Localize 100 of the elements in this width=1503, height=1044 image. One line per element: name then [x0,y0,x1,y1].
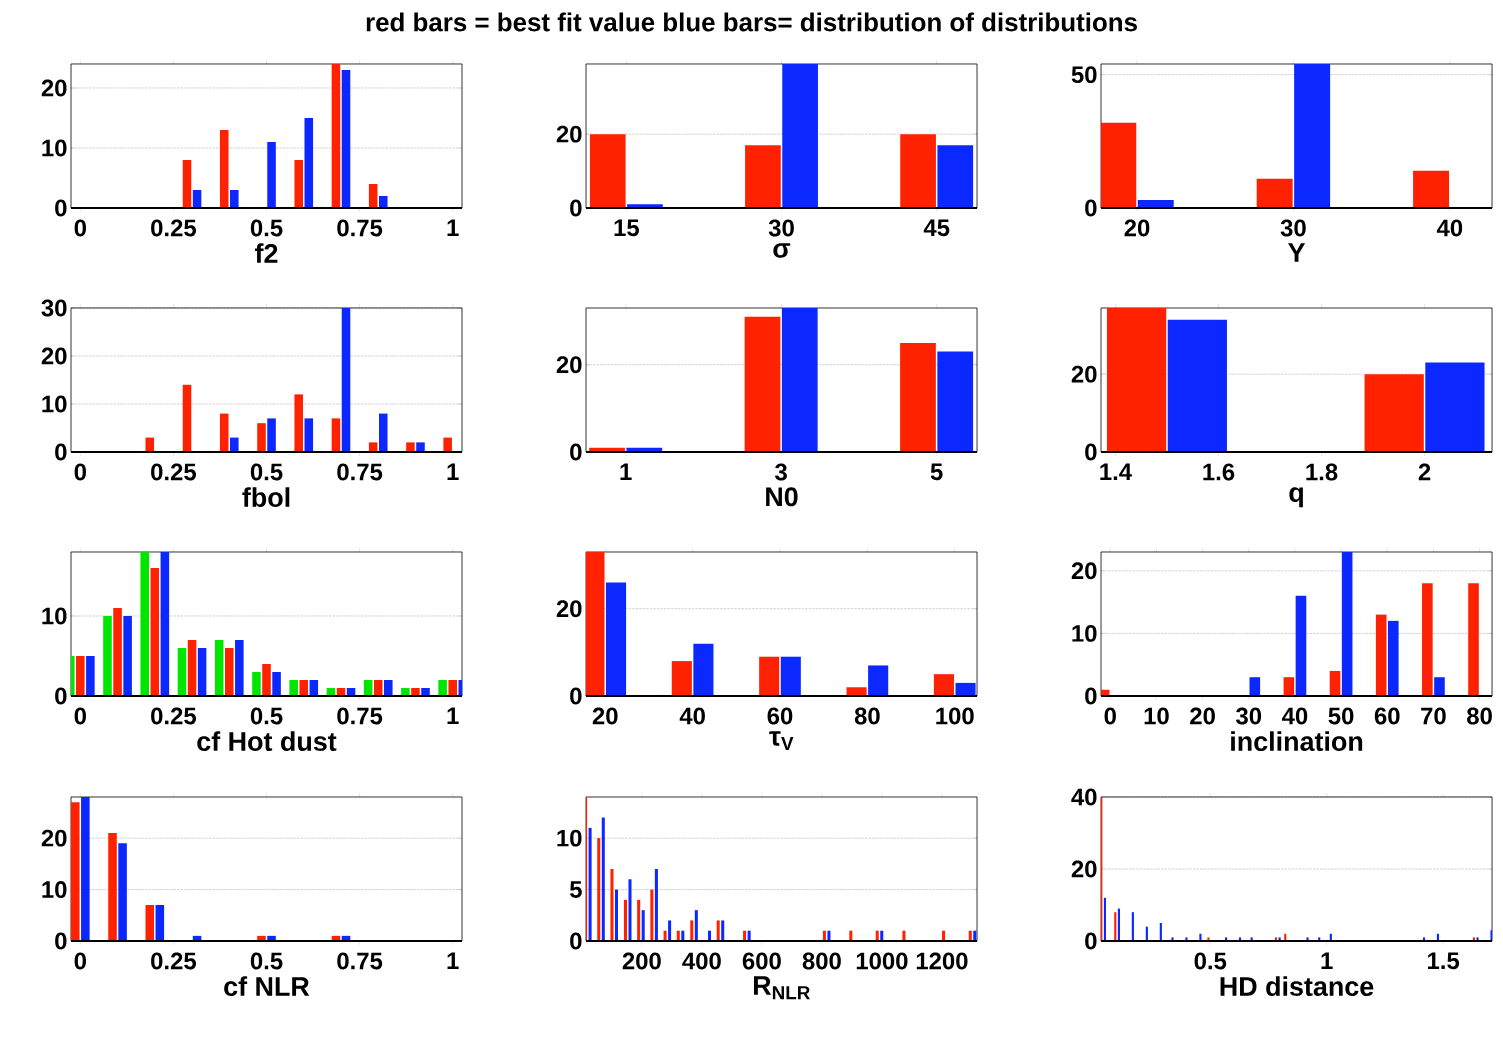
y-tick-label: 0 [55,443,67,461]
bar [694,910,698,941]
bar [1341,551,1353,696]
bar [118,843,127,941]
y-tick-label: 10 [42,881,67,899]
bar [299,679,309,696]
x-tick-label: 1.4 [1100,463,1132,480]
x-tick-label: 1 [447,463,459,480]
y-tick-label: 20 [41,79,67,97]
bar [637,899,641,941]
x-tick-label: 60 [1374,707,1400,725]
bar [177,647,187,696]
bar [1106,307,1167,452]
x-axis-title: cf NLR [224,976,310,997]
bar [406,442,415,452]
x-tick-label: 100 [936,707,974,725]
bar [304,418,314,452]
bar [1375,614,1387,696]
bar [378,413,388,452]
y-tick-label: 0 [1085,932,1097,950]
x-tick-label: 0.25 [151,952,196,970]
x-tick-label: 0.75 [337,952,383,970]
bar [668,920,672,941]
y-tick-label: 20 [556,125,582,143]
bar [262,663,271,696]
bar [780,656,801,696]
bar [384,679,393,696]
bar [1167,319,1227,452]
x-tick-label: 5 [930,463,943,481]
bar [586,797,588,941]
bar [1294,63,1331,208]
bar [1256,178,1293,208]
bar [224,647,234,696]
x-axis-title: τ$_{V}$ [769,731,794,750]
bar [155,905,165,941]
x-axis-title: inclination [1231,731,1363,752]
x-tick-label: 1 [447,219,459,236]
bar [421,687,430,696]
bar [1422,583,1433,696]
bar [650,889,654,941]
y-tick-label: 5 [569,881,582,898]
bar [416,442,425,452]
y-tick-label: 20 [41,829,67,847]
bar [671,661,692,696]
bar [182,159,192,208]
x-tick-label: 60 [767,707,793,725]
bar [1306,937,1309,941]
bar [123,615,132,696]
bar [846,687,867,696]
bar [272,671,281,696]
x-tick-label: 1 [620,463,632,480]
x-tick-label: 1 [447,952,459,969]
bar [1490,930,1493,941]
bar [438,679,447,696]
bar [586,551,605,696]
x-axis-title: N0 [766,487,798,507]
bar [113,607,122,696]
bar [304,117,314,208]
bar [145,437,155,452]
bar [955,682,976,696]
x-tick-label: 10 [1144,707,1169,725]
bar [1131,912,1134,941]
bar [267,141,276,208]
bar [721,920,725,941]
bar [294,159,303,208]
bar [933,674,954,696]
y-tick-label: 0 [1085,199,1097,217]
x-tick-label: 20 [1190,707,1215,725]
bar [1434,677,1445,696]
x-tick-label: 0.75 [337,219,383,237]
x-tick-label: 1200 [916,952,968,970]
bar [289,679,298,696]
x-axis-title: R$_{NLR}$ [754,976,810,1000]
x-tick-label: 1.8 [1306,463,1338,481]
bar [781,307,818,452]
x-tick-label: 0.75 [337,707,383,725]
bar [81,797,90,941]
bar [219,129,229,208]
bar [331,418,341,452]
bar [1364,374,1424,452]
bar [1283,677,1295,696]
bar [610,869,614,941]
x-tick-label: 40 [1281,707,1308,725]
x-tick-label: 0 [1104,707,1116,725]
bar [1101,122,1137,208]
x-tick-label: 1000 [856,952,908,970]
bar [1171,937,1174,941]
x-tick-label: 0 [74,952,86,970]
y-tick-label: 20 [1071,860,1097,878]
bar [257,423,266,452]
x-tick-label: 30 [1236,707,1262,725]
y-tick-label: 10 [1072,624,1097,642]
x-tick-label: 0 [74,463,86,481]
x-tick-label: 3 [775,463,787,481]
bar [1114,912,1117,941]
bar [411,687,420,696]
bar [1413,170,1450,208]
bar [744,316,781,452]
bar [628,879,632,941]
bar [230,437,239,452]
